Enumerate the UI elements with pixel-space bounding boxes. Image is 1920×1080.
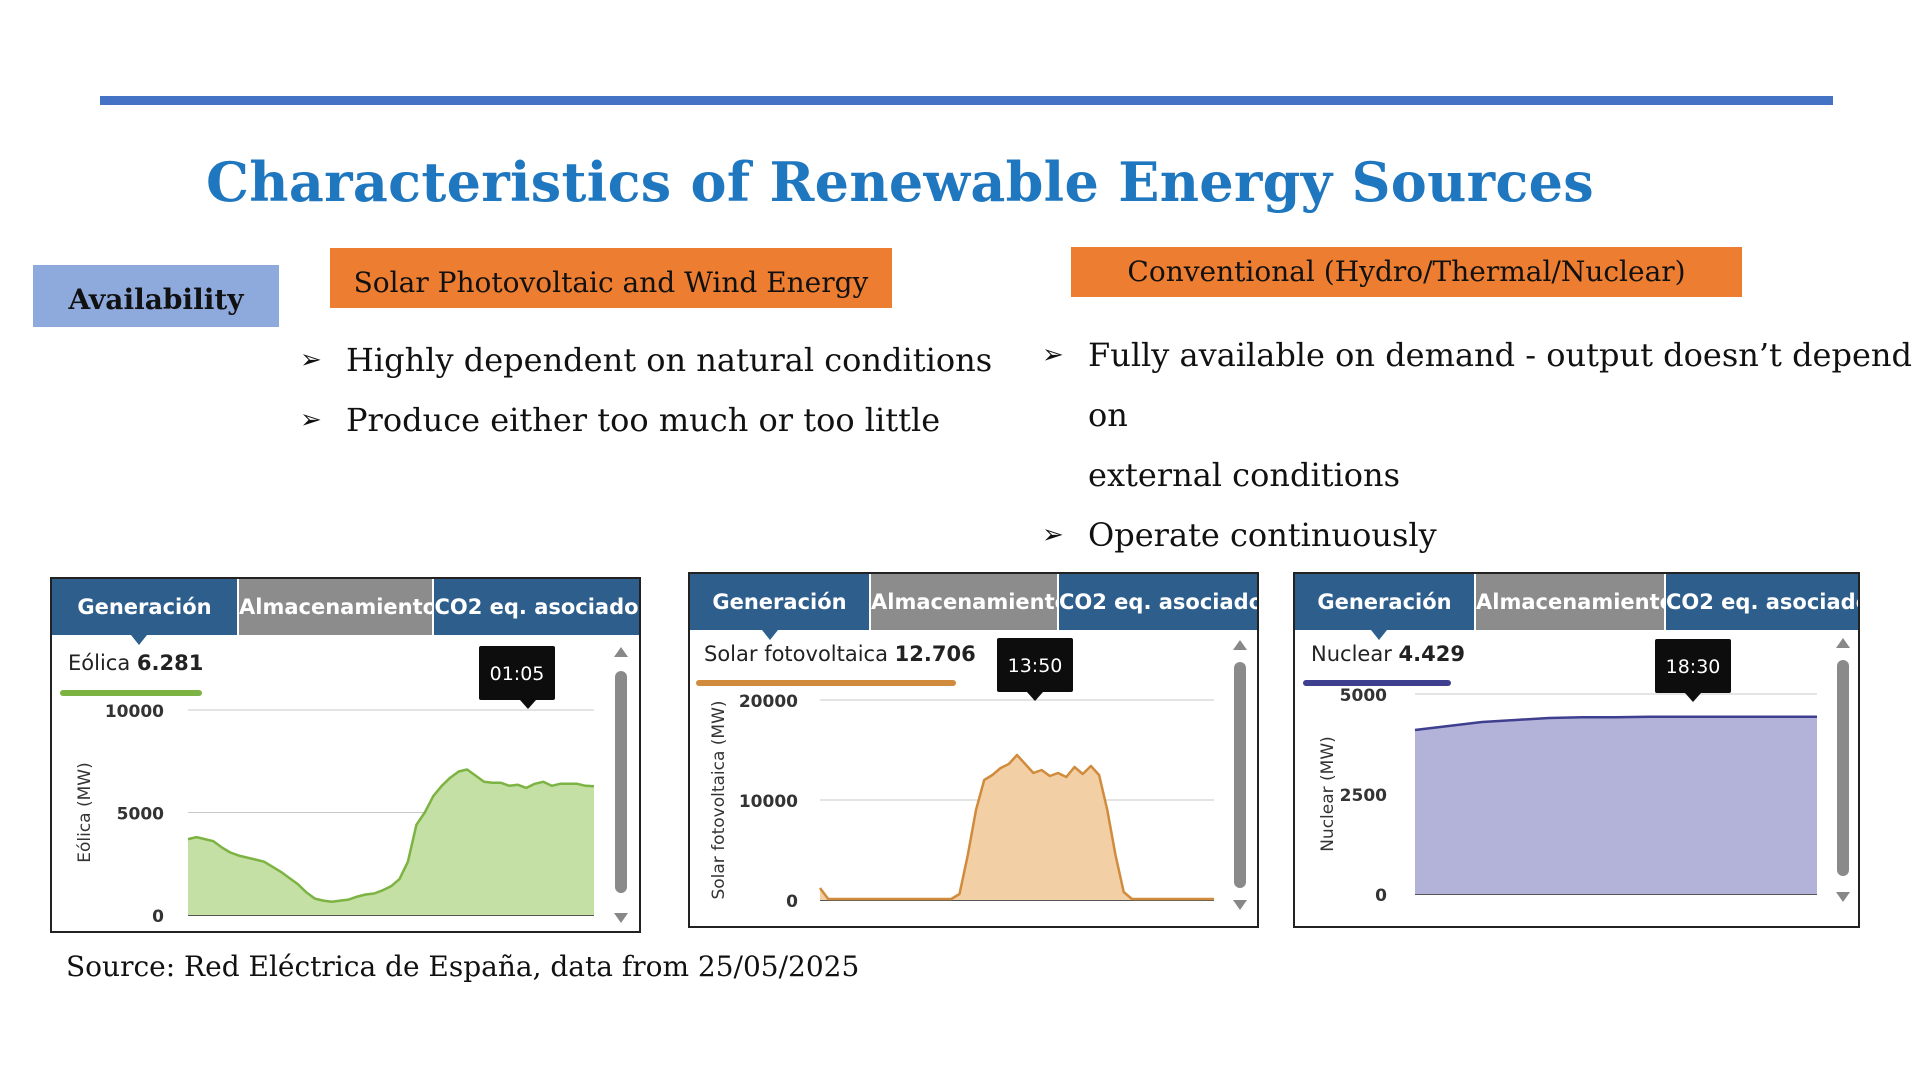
- bullet-continuation: external conditions: [1042, 445, 1920, 505]
- tab-co2[interactable]: CO2 eq. asociado: [1059, 574, 1257, 630]
- chart-panel-nuclear: Generación Almacenamiento CO2 eq. asocia…: [1293, 572, 1860, 928]
- readout-label: Nuclear: [1311, 642, 1392, 666]
- scrollbar-thumb[interactable]: [1234, 662, 1246, 888]
- y-tick-label: 0: [786, 892, 798, 912]
- conventional-bullets: ➢ Fully available on demand - output does…: [1042, 325, 1920, 565]
- arrow-bullet-icon: ➢: [300, 405, 322, 435]
- row-label-availability: Availability: [33, 265, 279, 327]
- active-tab-caret-icon: [131, 635, 147, 645]
- chart-panel-solar: Generación Almacenamiento CO2 eq. asocia…: [688, 572, 1259, 928]
- tab-almacenamiento[interactable]: Almacenamiento: [1476, 574, 1666, 630]
- solar-chart: 0 10000 20000 Solar fotovoltaica (MW) 13:50: [709, 638, 1214, 912]
- tab-generacion[interactable]: Generación: [52, 579, 239, 635]
- arrow-bullet-icon: ➢: [300, 345, 322, 375]
- tooltip-text: 18:30: [1666, 656, 1721, 678]
- series-readout: Nuclear 4.429: [1311, 642, 1465, 666]
- series-area: [1415, 716, 1817, 894]
- series-underline: [1303, 680, 1451, 686]
- y-tick-label: 5000: [1340, 686, 1387, 706]
- scroll-up-icon[interactable]: [1233, 640, 1247, 650]
- bullet-text: Fully available on demand - output doesn…: [1088, 336, 1912, 434]
- y-axis-label: Nuclear (MW): [1318, 736, 1338, 852]
- tooltip-pointer: [1685, 693, 1701, 702]
- tab-bar: Generación Almacenamiento CO2 eq. asocia…: [1295, 574, 1858, 630]
- series-line: [187, 768, 595, 903]
- scroll-up-icon[interactable]: [614, 647, 628, 657]
- series-line: [818, 753, 1214, 901]
- series-readout: Solar fotovoltaica 12.706: [704, 642, 976, 666]
- y-tick-label: 10000: [739, 792, 798, 812]
- source-note: Source: Red Eléctrica de España, data fr…: [66, 950, 860, 983]
- eolica-chart: 0 5000 10000 Eólica (MW) 01:05: [75, 646, 595, 927]
- time-tooltip: 18:30: [1655, 639, 1731, 702]
- tooltip-box: [479, 646, 555, 700]
- active-tab-caret-icon: [762, 630, 778, 640]
- scrollbar-thumb[interactable]: [1837, 660, 1849, 876]
- bullet-item: ➢ Fully available on demand - output does…: [1042, 325, 1920, 445]
- bullet-item: ➢ Operate continuously: [1042, 505, 1920, 565]
- y-tick-label: 0: [152, 907, 164, 927]
- series-underline: [696, 680, 956, 686]
- series-area: [188, 769, 594, 915]
- y-tick-label: 0: [1375, 886, 1387, 906]
- readout-value: 6.281: [136, 651, 204, 675]
- readout-value: 4.429: [1398, 642, 1465, 666]
- tooltip-text: 01:05: [490, 663, 545, 685]
- readout-label: Solar fotovoltaica: [704, 642, 888, 666]
- bullet-text: Highly dependent on natural conditions: [346, 341, 993, 379]
- y-tick-label: 2500: [1340, 786, 1387, 806]
- y-axis-label: Eólica (MW): [75, 762, 95, 863]
- scroll-down-icon[interactable]: [614, 913, 628, 923]
- series-line: [1414, 715, 1817, 732]
- nuclear-chart: 0 2500 5000 Nuclear (MW) 18:30: [1318, 639, 1817, 906]
- tab-almacenamiento[interactable]: Almacenamiento: [871, 574, 1059, 630]
- series-readout: Eólica 6.281: [68, 651, 203, 675]
- series-underline: [60, 690, 202, 696]
- arrow-bullet-icon: ➢: [1042, 340, 1064, 370]
- tooltip-pointer: [520, 700, 536, 709]
- tab-almacenamiento[interactable]: Almacenamiento: [239, 579, 434, 635]
- y-tick-label: 10000: [105, 702, 164, 722]
- bullet-item: ➢ Produce either too much or too little: [300, 390, 992, 450]
- tooltip-box: [1655, 639, 1731, 693]
- tab-bar: Generación Almacenamiento CO2 eq. asocia…: [52, 579, 639, 635]
- bullet-text: external conditions: [1088, 456, 1401, 494]
- tab-bar: Generación Almacenamiento CO2 eq. asocia…: [690, 574, 1257, 630]
- arrow-bullet-icon: ➢: [1042, 520, 1064, 550]
- bullet-text: Operate continuously: [1088, 516, 1437, 554]
- tooltip-text: 13:50: [1008, 655, 1063, 677]
- scroll-up-icon[interactable]: [1836, 638, 1850, 648]
- tooltip-box: [997, 638, 1073, 692]
- y-tick-label: 20000: [739, 692, 798, 712]
- readout-label: Eólica: [68, 651, 131, 675]
- header-renewables: Solar Photovoltaic and Wind Energy: [330, 248, 892, 308]
- time-tooltip: 13:50: [997, 638, 1073, 701]
- bullet-text: Produce either too much or too little: [346, 401, 941, 439]
- tab-co2[interactable]: CO2 eq. asociado: [434, 579, 639, 635]
- y-axis-label: Solar fotovoltaica (MW): [709, 700, 729, 899]
- scrollbar-thumb[interactable]: [615, 671, 627, 893]
- chart-panel-eolica: Generación Almacenamiento CO2 eq. asocia…: [50, 577, 641, 933]
- y-tick-label: 5000: [117, 805, 164, 825]
- renewables-bullets: ➢ Highly dependent on natural conditions …: [300, 330, 992, 450]
- tab-generacion[interactable]: Generación: [690, 574, 871, 630]
- time-tooltip: 01:05: [479, 646, 555, 709]
- tooltip-pointer: [1027, 692, 1043, 701]
- series-area: [820, 755, 1214, 900]
- scroll-down-icon[interactable]: [1233, 900, 1247, 910]
- header-conventional: Conventional (Hydro/Thermal/Nuclear): [1071, 247, 1742, 297]
- active-tab-caret-icon: [1371, 630, 1387, 640]
- tab-co2[interactable]: CO2 eq. asociado: [1666, 574, 1858, 630]
- readout-value: 12.706: [894, 642, 976, 666]
- accent-bar: [100, 96, 1833, 105]
- slide-title: Characteristics of Renewable Energy Sour…: [206, 150, 1594, 214]
- tab-generacion[interactable]: Generación: [1295, 574, 1476, 630]
- bullet-item: ➢ Highly dependent on natural conditions: [300, 330, 992, 390]
- scroll-down-icon[interactable]: [1836, 892, 1850, 902]
